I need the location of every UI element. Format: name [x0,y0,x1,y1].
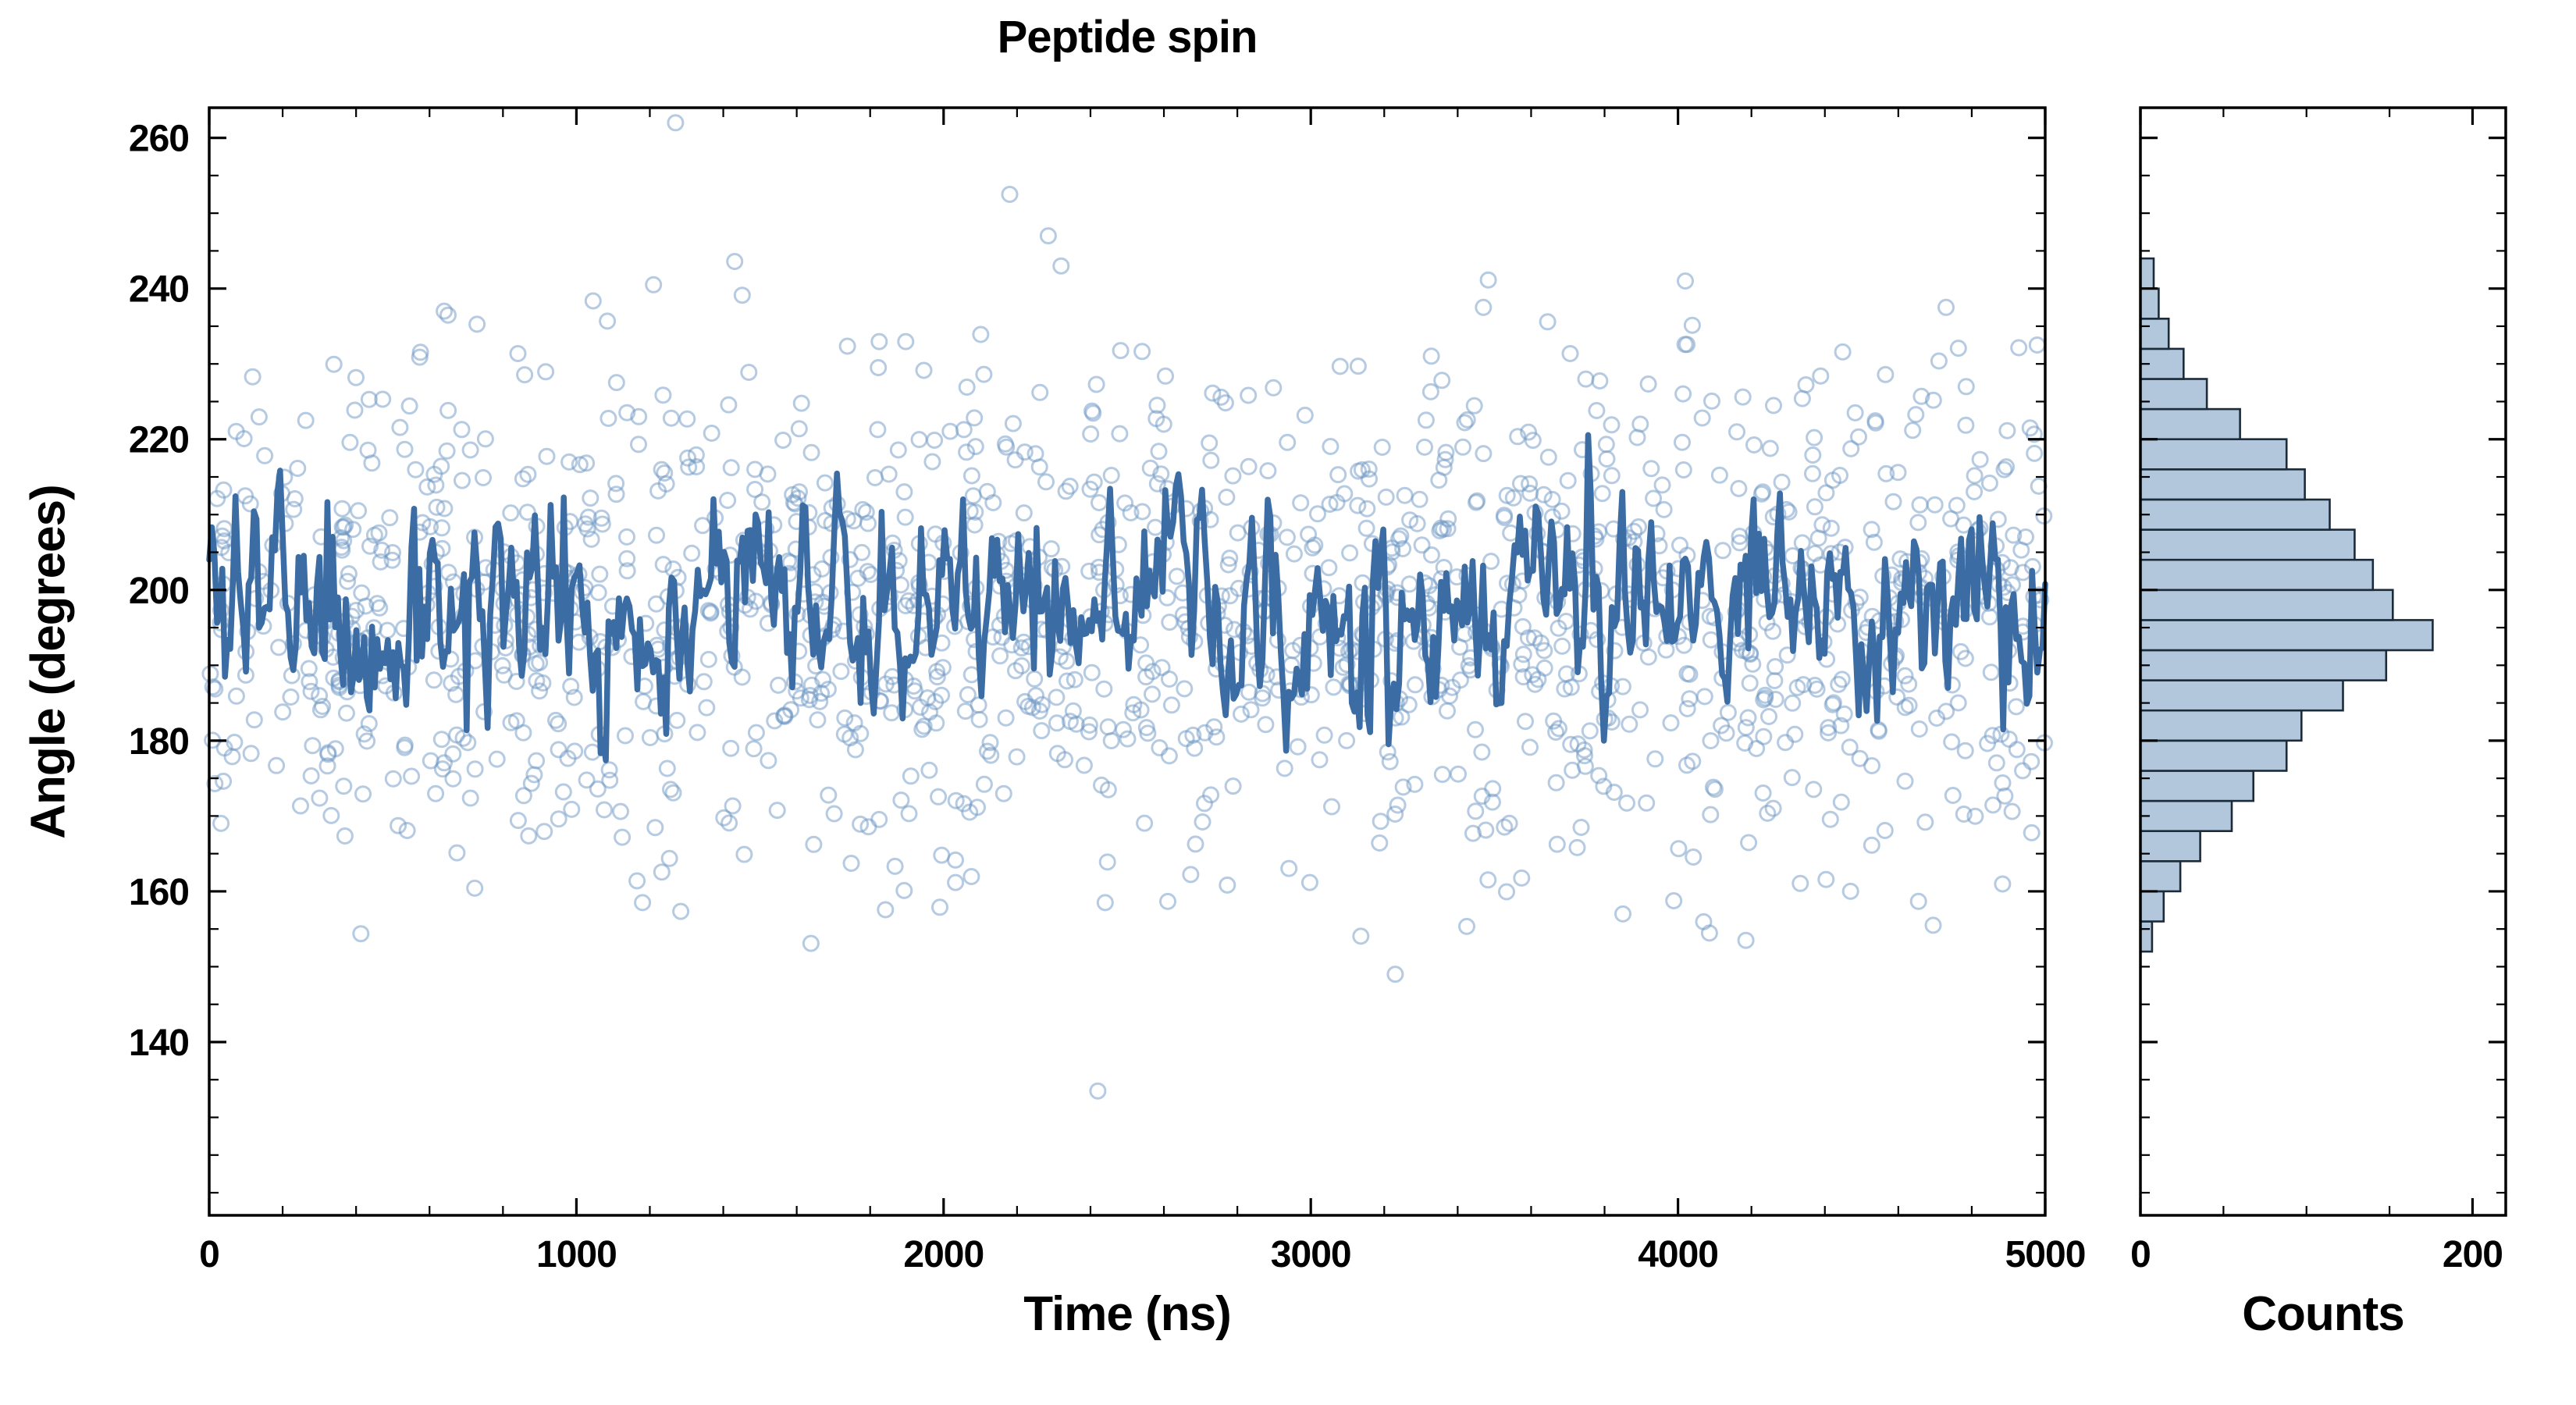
y-tick-label: 200 [129,571,189,612]
hist-bar [2139,317,2170,350]
x-tick-label: 2000 [903,1234,984,1275]
hist-bar [2139,619,2434,652]
hist-bar [2139,528,2356,561]
main-plot-spine [208,106,2047,1217]
x-tick-label: 4000 [1638,1234,1718,1275]
x-axis-label: Time (ns) [1023,1287,1231,1341]
hist-x-tick-label: 0 [2130,1234,2151,1275]
y-tick-label: 240 [129,269,189,311]
hist-bar [2139,589,2394,621]
hist-bar [2139,287,2160,320]
hist-bar [2139,468,2306,501]
hist-bar [2139,770,2254,802]
x-tick-label: 1000 [536,1234,617,1275]
y-tick-label: 180 [129,721,189,763]
y-tick-label: 220 [129,420,189,461]
scatter-points [201,114,2053,1100]
hist-axis-ticks: 0 200 [2130,108,2506,1275]
hist-bar [2139,679,2344,712]
hist-bar [2139,378,2208,411]
y-tick-label: 160 [129,872,189,913]
hist-bar [2139,860,2182,893]
y-axis-label: Angle (degrees) [21,485,76,839]
hist-bars [2139,257,2434,953]
hist-bar [2139,739,2288,772]
hist-bar [2139,920,2154,953]
hist-bar [2139,799,2233,832]
x-tick-label: 3000 [1271,1234,1351,1275]
hist-bar [2139,830,2201,863]
hist-bar [2139,407,2241,440]
main-axis-ticks: 0 1000 2000 3000 4000 5000 140 160 180 200 220 240 2… [129,108,2086,1275]
running-mean-line [206,432,2048,763]
y-tick-label: 260 [129,119,189,160]
x-tick-label: 5000 [2005,1234,2086,1275]
hist-bar [2139,649,2388,681]
hist-x-axis-label: Counts [2242,1287,2405,1341]
hist-bar [2139,438,2288,471]
x-tick-label: 0 [199,1234,219,1275]
hist-bar [2139,709,2303,742]
hist-plot-spine [2139,106,2507,1217]
chart-title: Peptide spin [997,12,1258,62]
hist-bar [2139,257,2155,290]
hist-bar [2139,498,2331,531]
y-tick-label: 140 [129,1023,189,1064]
hist-x-tick-label: 200 [2443,1234,2503,1275]
hist-bar [2139,558,2375,592]
hist-bar [2139,890,2165,923]
